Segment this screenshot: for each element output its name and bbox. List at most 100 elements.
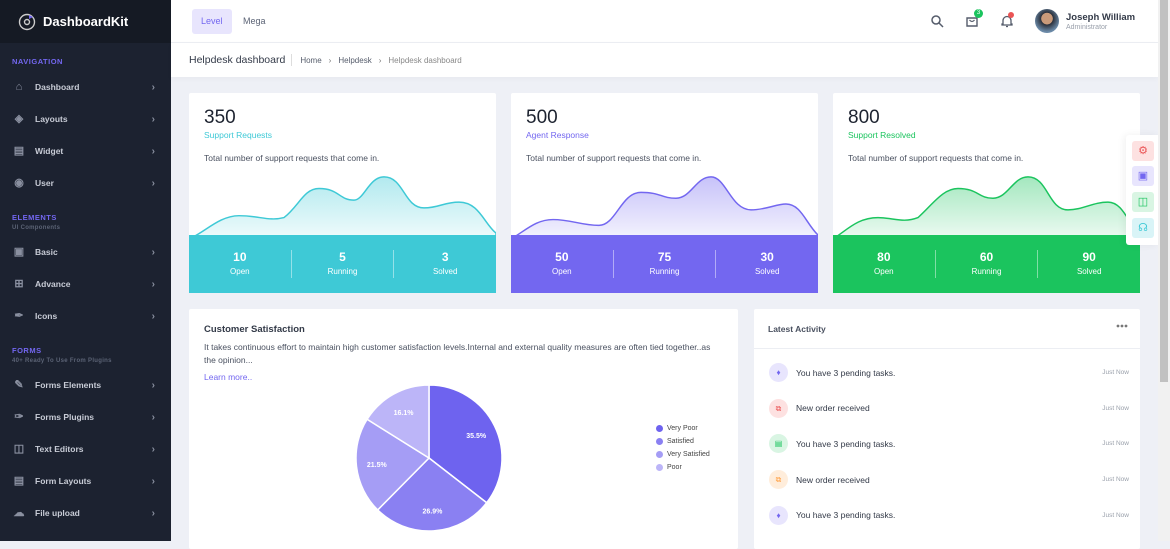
- area-sparkline: [191, 176, 496, 237]
- search-icon[interactable]: [930, 14, 944, 28]
- user-menu[interactable]: Joseph William Administrator: [1035, 9, 1135, 33]
- metric-value: 3: [441, 250, 449, 264]
- activity-text: You have 3 pending tasks.: [796, 438, 896, 449]
- sidebar-item-form-layouts[interactable]: ▤ Form Layouts ›: [0, 465, 171, 497]
- legend-marker: [656, 425, 663, 432]
- pie-slice-satisfied[interactable]: [376, 456, 488, 532]
- stat-metrics-strip: 80 Open 60 Running 90 Solved: [833, 235, 1140, 293]
- chevron-right-icon: ›: [151, 81, 155, 93]
- metric-open: 10 Open: [189, 250, 292, 278]
- activity-text: You have 3 pending tasks.: [796, 510, 896, 521]
- legend-item[interactable]: Satisfied: [656, 435, 710, 448]
- sidebar-item-text-editors[interactable]: ◫ Text Editors ›: [0, 433, 171, 465]
- chevron-right-icon: ›: [328, 55, 332, 65]
- metric-running: 75 Running: [614, 250, 717, 278]
- legend-label: Very Satisfied: [667, 451, 710, 458]
- chevron-right-icon: ›: [151, 246, 155, 258]
- file-icon: ▤: [769, 434, 788, 454]
- metric-running: 60 Running: [936, 250, 1039, 278]
- activity-item[interactable]: ⧉ New order received Just Now: [769, 470, 1129, 490]
- breadcrumb-home[interactable]: Home: [300, 55, 322, 65]
- pie-slice-label: 26.9%: [423, 508, 444, 515]
- sidebar-item-basic[interactable]: ▣ Basic ›: [0, 236, 171, 268]
- pie-slice-very-poor[interactable]: [428, 384, 503, 504]
- card-text: It takes continuous effort to maintain h…: [204, 341, 719, 385]
- pie-slice-very-satisfied[interactable]: [355, 418, 431, 512]
- metric-label: Open: [552, 267, 572, 276]
- cart-icon[interactable]: [965, 14, 979, 28]
- grid-icon: ⊞: [14, 278, 24, 290]
- learn-more-link[interactable]: Learn more..: [204, 372, 253, 382]
- tab-level[interactable]: Level: [192, 9, 232, 34]
- breadcrumb: Helpdesk dashboard Home › Helpdesk › Helpd…: [171, 43, 1158, 77]
- sidebar-item-forms-plugins[interactable]: ✑ Forms Plugins ›: [0, 401, 171, 433]
- more-options-icon[interactable]: [1116, 324, 1128, 328]
- sidebar-item-widget[interactable]: ▤ Widget ›: [0, 135, 171, 167]
- pencil-icon: ✎: [14, 379, 24, 391]
- sidebar-item-label: Widget: [35, 146, 64, 156]
- legend-item[interactable]: Very Poor: [656, 422, 710, 435]
- book-icon[interactable]: ▣: [1132, 166, 1154, 186]
- sidebar-item-dashboard[interactable]: ⌂ Dashboard ›: [0, 71, 171, 103]
- metric-value: 75: [657, 250, 672, 264]
- sidebar-item-file-upload[interactable]: ☁ File upload ›: [0, 497, 171, 529]
- sidebar-item-user[interactable]: ◉ User ›: [0, 167, 171, 199]
- settings-icon[interactable]: ⚙: [1132, 141, 1154, 161]
- metric-value: 10: [233, 250, 247, 264]
- pie-slice-poor[interactable]: [366, 384, 430, 460]
- chevron-right-icon: ›: [151, 145, 155, 157]
- legend-item[interactable]: Very Satisfied: [656, 448, 710, 461]
- section-title: FORMS: [12, 346, 42, 355]
- pie-legend: Very Poor Satisfied Very Satisfied Poor: [656, 422, 710, 474]
- stat-card: 350 Support Requests Total number of sup…: [189, 93, 496, 293]
- brand-name: DashboardKit: [43, 14, 129, 29]
- chevron-right-icon: ›: [151, 475, 155, 487]
- activity-text: New order received: [796, 403, 870, 414]
- metric-label: Running: [649, 267, 680, 276]
- chevron-right-icon: ›: [151, 177, 155, 189]
- sidebar-item-layouts[interactable]: ◈ Layouts ›: [0, 103, 171, 135]
- legend-marker: [656, 451, 663, 458]
- user-name: Joseph William: [1066, 11, 1136, 23]
- tab-mega[interactable]: Mega: [243, 16, 266, 26]
- section-title: ELEMENTS: [12, 213, 57, 222]
- chevron-right-icon: ›: [151, 443, 155, 455]
- metric-value: 30: [760, 250, 774, 264]
- table-icon: ▤: [13, 475, 25, 487]
- activity-item[interactable]: ♦ You have 3 pending tasks. Just Now: [769, 363, 1129, 382]
- legend-item[interactable]: Poor: [656, 461, 710, 474]
- activity-item[interactable]: ♦ You have 3 pending tasks. Just Now: [769, 505, 1129, 525]
- sidebar-section-title: ELEMENTS UI Components: [0, 199, 171, 232]
- breadcrumb-helpdesk[interactable]: Helpdesk: [338, 55, 372, 65]
- activity-item[interactable]: ⧉ New order received Just Now: [769, 398, 1129, 418]
- area-sparkline: [834, 176, 1140, 237]
- avatar: [1035, 9, 1059, 33]
- metric-solved: 3 Solved: [394, 250, 496, 278]
- stat-label: Agent Response: [526, 130, 589, 140]
- cart-icon: ⧉: [769, 398, 788, 418]
- section-subtitle: UI Components: [12, 225, 61, 231]
- metric-label: Solved: [754, 267, 780, 276]
- sidebar-item-advance[interactable]: ⊞ Advance ›: [0, 268, 171, 300]
- card-title: Latest Activity: [768, 324, 826, 334]
- top-header: Level Mega 3 Joseph William Administrator: [171, 0, 1158, 43]
- activity-item[interactable]: ▤ You have 3 pending tasks. Just Now: [769, 434, 1129, 454]
- sidebar-item-label: User: [35, 178, 54, 188]
- legend-marker: [656, 464, 663, 471]
- activity-time: Just Now: [1102, 440, 1129, 448]
- sidebar-item-forms-elements[interactable]: ✎ Forms Elements ›: [0, 369, 171, 401]
- headphones-icon[interactable]: ☊: [1132, 218, 1154, 238]
- sidebar-section-title: FORMS 40+ Ready To Use From Plugins: [0, 332, 171, 365]
- stat-label: Support Resolved: [848, 130, 916, 140]
- section-title: NAVIGATION: [12, 57, 63, 66]
- shopping-bag-icon[interactable]: ◫: [1132, 192, 1154, 212]
- cart-icon: ⧉: [769, 470, 788, 490]
- pie-slice-label: 35.5%: [466, 433, 487, 440]
- bell-icon[interactable]: [1000, 14, 1014, 28]
- brand-logo[interactable]: DashboardKit: [0, 0, 171, 43]
- sidebar-item-label: Dashboard: [35, 82, 80, 92]
- scrollbar-thumb[interactable]: [1160, 0, 1168, 382]
- sidebar-item-icons[interactable]: ✒ Icons ›: [0, 300, 171, 332]
- scrollbar[interactable]: [1158, 0, 1170, 541]
- stat-description: Total number of support requests that co…: [204, 153, 380, 163]
